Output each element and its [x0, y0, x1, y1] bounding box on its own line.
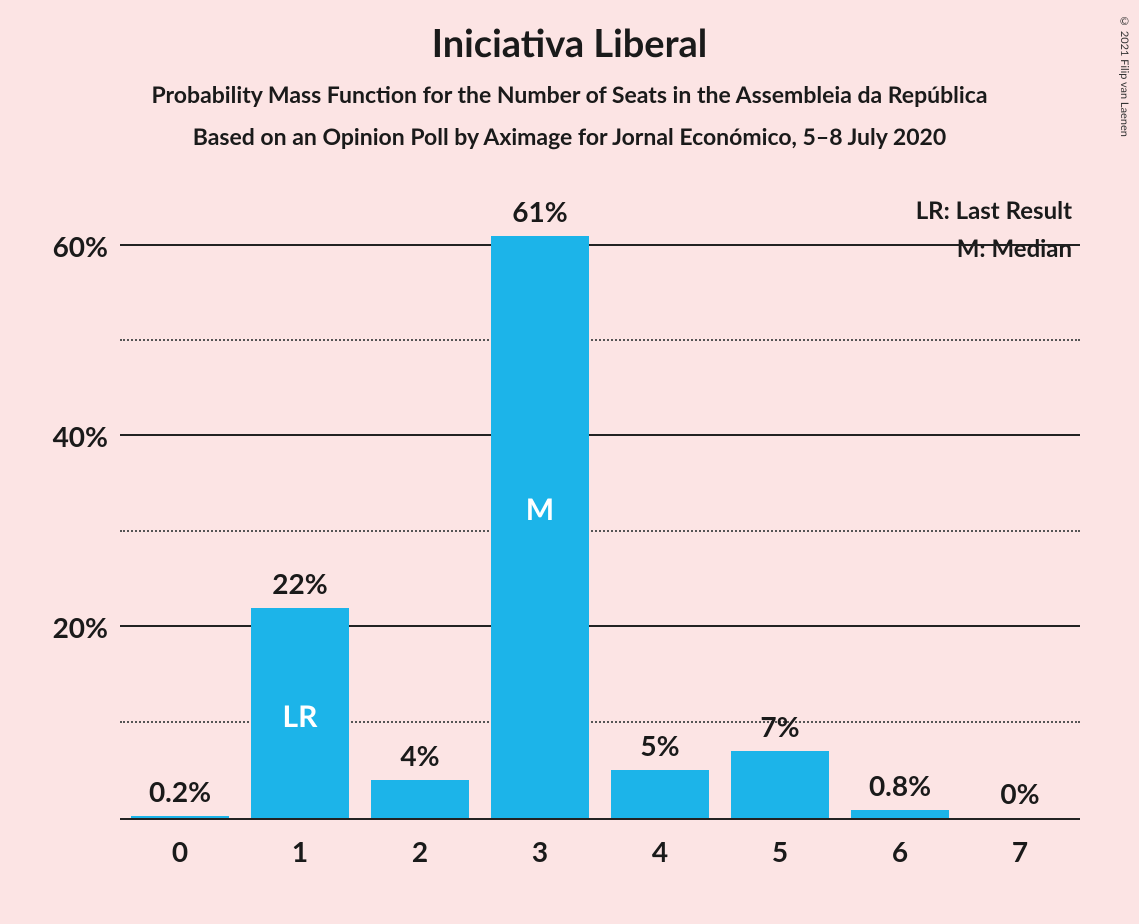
y-axis-label: 20% — [53, 610, 108, 644]
legend-lr: LR: Last Result — [916, 192, 1072, 230]
bar: 0.2% — [131, 816, 229, 818]
bar-value-label: 5% — [640, 728, 679, 762]
chart-subtitle-1: Probability Mass Function for the Number… — [0, 66, 1139, 108]
bar-value-label: 61% — [512, 194, 567, 228]
bar-value-label: 7% — [760, 709, 799, 743]
bar-value-label: 0% — [1000, 776, 1039, 810]
bar-value-label: 22% — [272, 566, 327, 600]
bar: 0.8% — [851, 810, 949, 818]
bar-value-label: 0.8% — [869, 768, 931, 802]
bar: 22%LR — [251, 608, 349, 818]
x-axis-label: 2 — [412, 834, 428, 868]
copyright-text: © 2021 Filip van Laenen — [1118, 15, 1131, 137]
gridline-minor — [120, 339, 1080, 341]
bar: 7% — [731, 751, 829, 818]
legend-m: M: Median — [916, 230, 1072, 268]
y-axis-label: 60% — [53, 229, 108, 263]
x-axis-label: 5 — [772, 834, 788, 868]
gridline-major: 40% — [120, 434, 1080, 436]
x-axis-label: 7 — [1012, 834, 1028, 868]
gridline-minor — [120, 530, 1080, 532]
bar-annotation: M — [526, 491, 554, 527]
bar: 4% — [371, 780, 469, 818]
bar-value-label: 0.2% — [149, 774, 211, 808]
bar: 61%M — [491, 236, 589, 818]
x-axis-label: 4 — [652, 834, 668, 868]
plot-region: LR: Last Result M: Median 20%40%60%0.2%0… — [120, 200, 1080, 820]
x-axis-label: 1 — [292, 834, 308, 868]
bar-value-label: 4% — [400, 738, 439, 772]
bar-annotation: LR — [283, 698, 318, 734]
legend: LR: Last Result M: Median — [916, 192, 1072, 269]
x-axis-label: 6 — [892, 834, 908, 868]
gridline-major: 60% — [120, 244, 1080, 246]
chart-subtitle-2: Based on an Opinion Poll by Aximage for … — [0, 108, 1139, 150]
chart-area: LR: Last Result M: Median 20%40%60%0.2%0… — [120, 200, 1080, 820]
bar: 5% — [611, 770, 709, 818]
x-axis-label: 3 — [532, 834, 548, 868]
chart-title: Iniciativa Liberal — [0, 0, 1139, 66]
x-axis-label: 0 — [172, 834, 188, 868]
y-axis-label: 40% — [53, 419, 108, 453]
